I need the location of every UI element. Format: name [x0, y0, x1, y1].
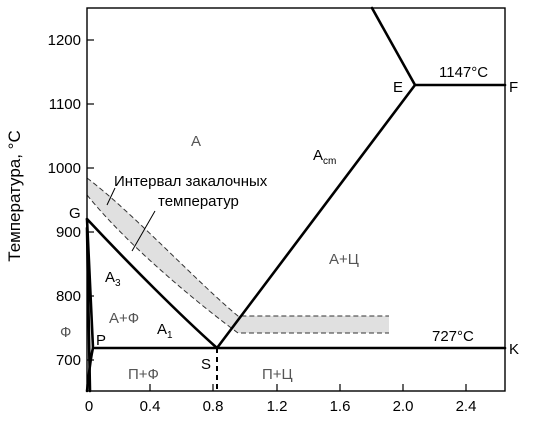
region-ferrite: Ф	[60, 324, 71, 341]
point-g: G	[69, 205, 81, 222]
y-tick-label: 1000	[48, 160, 81, 177]
y-tick-label: 1100	[49, 96, 81, 113]
annotation-line-2: температур	[158, 193, 239, 210]
solvus-line	[85, 226, 92, 393]
plot-frame	[86, 7, 506, 392]
eutectic-temp: 1147°C	[439, 64, 488, 81]
x-tick-label: 1.2	[267, 398, 288, 415]
region-austenite-ferrite: A+Ф	[109, 310, 139, 327]
eutectoid-temp: 727°C	[432, 328, 474, 345]
a3-line	[85, 217, 219, 350]
region-pearlite-cementite: П+Ц	[262, 366, 293, 383]
quench-band	[87, 178, 389, 333]
x-tick-label: 2.4	[456, 398, 477, 415]
y-axis-title: Температура, °C	[5, 130, 24, 261]
y-tick-label: 700	[56, 352, 81, 369]
quench-band-upper	[86, 177, 389, 317]
liquidus-line	[370, 6, 417, 87]
annotation-line-1: Интервал закалочных	[114, 173, 268, 190]
acm-label: Acm	[313, 147, 336, 167]
acm-line	[215, 83, 417, 350]
x-tick-label: 0	[85, 398, 93, 415]
point-k: K	[509, 341, 519, 358]
point-e: E	[393, 79, 403, 96]
point-f: F	[509, 79, 518, 96]
annotation-pointers	[106, 187, 156, 252]
phase-lines	[85, 6, 507, 393]
point-p: P	[96, 332, 106, 349]
x-tick-label: 2.0	[393, 398, 414, 415]
x-tick-label: 1.6	[330, 398, 351, 415]
a1-label: A1	[157, 321, 173, 341]
x-tick-label: 0.8	[203, 398, 224, 415]
y-tick-label: 900	[56, 224, 81, 241]
y-tick-label: 1200	[48, 32, 81, 49]
point-s: S	[201, 356, 211, 373]
x-ticks	[86, 384, 467, 391]
region-austenite: A	[191, 133, 201, 150]
region-pearlite-ferrite: П+Ф	[128, 366, 159, 383]
x-tick-label: 0.4	[140, 398, 161, 415]
y-tick-label: 800	[56, 288, 81, 305]
region-austenite-cementite: A+Ц	[329, 251, 359, 268]
a3-label: A3	[105, 269, 121, 289]
quench-band-lower	[86, 194, 389, 334]
